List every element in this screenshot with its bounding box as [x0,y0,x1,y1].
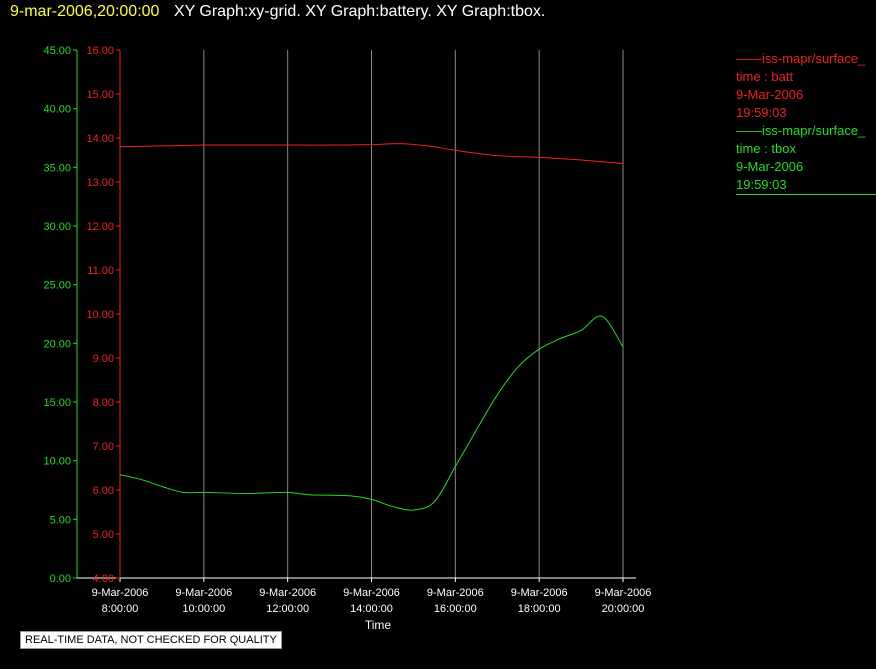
legend-time-batt: 19:59:03 [736,105,787,120]
y-tick-label-batt: 15.00 [86,89,114,101]
axes: 9-Mar-2006 8:00:00 9-Mar-2006 10:00:00 9-Mar… [43,45,651,615]
y-tick-label-tbox: 25.00 [43,280,71,292]
y-tick-label-tbox: 15.00 [43,397,71,409]
x-tick-label-time: 18:00:00 [518,603,561,615]
legend-date-tbox: 9-Mar-2006 [736,159,804,174]
y-tick-label-batt: 13.00 [86,177,114,189]
y-tick-label-batt: 16.00 [86,45,114,57]
y-tick-label-batt: 9.00 [93,353,114,365]
y-tick-label-tbox: 10.00 [43,456,71,468]
x-tick-label-time: 12:00:00 [266,603,309,615]
legend-var-tbox: time : tbox [736,141,796,156]
x-tick-label-time: 10:00:00 [182,603,225,615]
y-tick-label-tbox: 0.00 [50,573,71,585]
title-bar: 9-mar-2006,20:00:00 XY Graph:xy-grid. XY… [10,3,545,21]
legend-rule [736,194,876,195]
x-tick-label-date: 9-Mar-2006 [175,587,232,599]
legend-var-batt: time : batt [736,69,794,84]
series-line-tbox [119,315,624,511]
y-tick-label-batt: 6.00 [93,485,114,497]
legend-date-batt: 9-Mar-2006 [736,87,804,102]
legend-name-tbox: ——iss-mapr/surface_ [736,123,866,138]
y-tick-label-batt: 5.00 [93,529,114,541]
legend-entry-tbox: ——iss-mapr/surface_ time : tbox 9-Mar-20… [736,122,876,195]
legend-time-tbox: 19:59:03 [736,177,787,192]
title-graphs: XY Graph:xy-grid. XY Graph:battery. XY G… [173,3,546,20]
y-tick-label-batt: 4.00 [93,573,114,585]
y-tick-label-batt: 7.00 [93,441,114,453]
legend-name-batt: ——iss-mapr/surface_ [736,51,866,66]
grid-lines [203,50,624,578]
x-axis-label: Time [365,618,392,632]
y-tick-label-tbox: 35.00 [43,162,71,174]
y-tick-label-batt: 8.00 [93,397,114,409]
x-tick-label-date: 9-Mar-2006 [595,587,652,599]
x-tick-label-date: 9-Mar-2006 [92,587,149,599]
x-tick-label-time: 14:00:00 [350,603,393,615]
x-tick-label-date: 9-Mar-2006 [511,587,568,599]
x-tick-label-date: 9-Mar-2006 [427,587,484,599]
y-tick-label-batt: 14.00 [86,133,114,145]
title-datetime: 9-mar-2006,20:00:00 [10,3,160,20]
y-tick-label-tbox: 5.00 [50,514,71,526]
series-line-batt [119,143,624,165]
y-tick-label-tbox: 30.00 [43,221,71,233]
y-tick-label-tbox: 40.00 [43,104,71,116]
x-tick-label-date: 9-Mar-2006 [343,587,400,599]
x-tick-label-time: 20:00:00 [602,603,645,615]
series-lines [119,143,624,511]
y-tick-label-tbox: 20.00 [43,338,71,350]
quality-note: REAL-TIME DATA, NOT CHECKED FOR QUALITY [20,631,282,649]
y-tick-label-batt: 10.00 [86,309,114,321]
y-tick-label-batt: 11.00 [87,265,114,277]
x-tick-label-time: 8:00:00 [102,603,139,615]
legend-entry-batt: ——iss-mapr/surface_ time : batt 9-Mar-20… [736,50,876,122]
y-tick-label-tbox: 45.00 [43,45,71,57]
x-tick-label-date: 9-Mar-2006 [259,587,316,599]
x-tick-label-time: 16:00:00 [434,603,477,615]
y-tick-label-batt: 12.00 [86,221,114,233]
